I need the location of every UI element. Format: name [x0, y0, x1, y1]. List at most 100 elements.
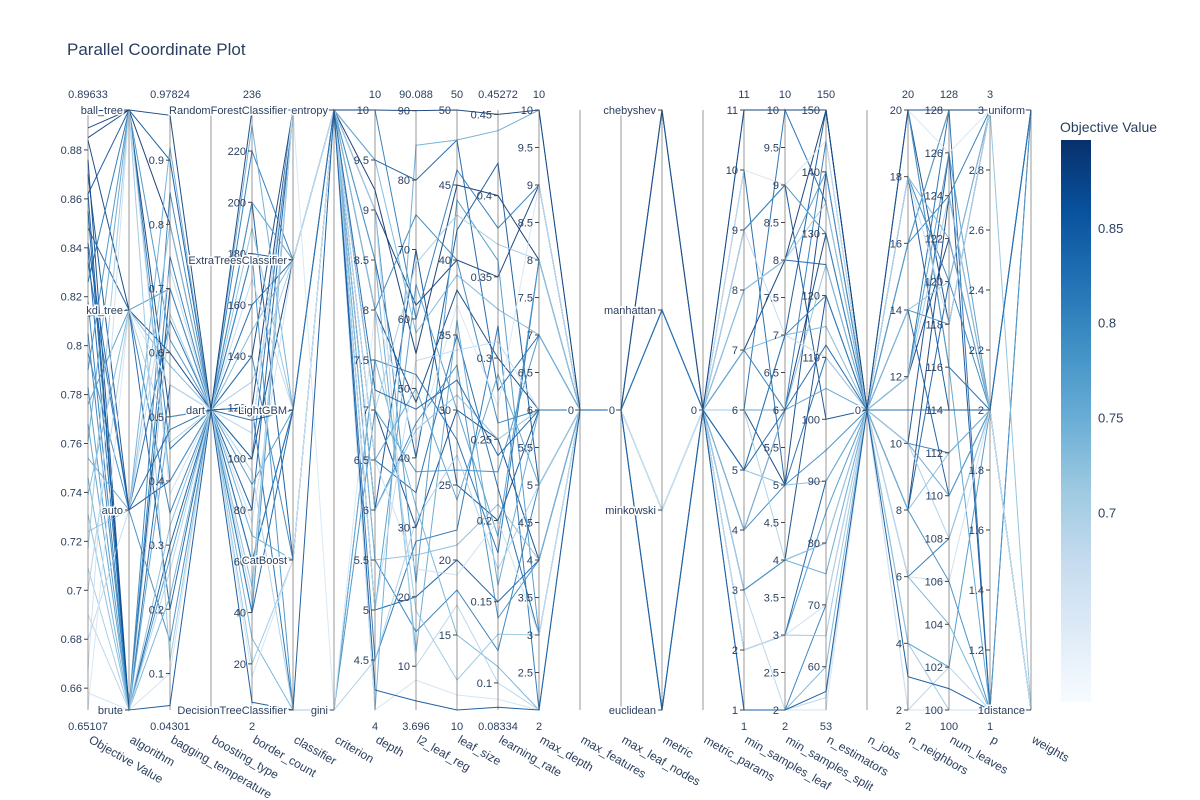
- tick-label: 5: [732, 465, 738, 477]
- tick-label: 50: [398, 383, 410, 395]
- tick-label: 10: [726, 165, 738, 177]
- tick-label: 2.5: [518, 668, 533, 680]
- tick-label: 100: [228, 454, 246, 466]
- tick-label: 150: [802, 105, 820, 117]
- colorbar-tick-label: 0.7: [1098, 505, 1116, 520]
- tick-label: 9: [527, 180, 533, 192]
- axis-min-label: 10: [451, 721, 463, 733]
- tick-label: 110: [802, 352, 820, 364]
- tick-label: 35: [439, 330, 451, 342]
- chart-title: Parallel Coordinate Plot: [67, 40, 246, 59]
- tick-label: 130: [802, 229, 820, 241]
- tick-label: 0.66: [61, 683, 82, 695]
- tick-label: 2.8: [969, 165, 984, 177]
- tick-label: 1: [732, 705, 738, 717]
- tick-label: 9: [363, 205, 369, 217]
- tick-label: 1: [978, 705, 984, 717]
- tick-label: 0.25: [471, 434, 492, 446]
- tick-label: 8: [732, 285, 738, 297]
- axis-max-label: 236: [243, 89, 261, 101]
- tick-label: 12: [890, 372, 902, 384]
- tick-label: 6: [732, 405, 738, 417]
- tick-label: 20: [398, 592, 410, 604]
- axis-min-label: 2: [905, 721, 911, 733]
- category-label: distance: [984, 705, 1025, 717]
- trial-line: [87, 109, 1031, 411]
- axis-max-label: 90.088: [399, 89, 433, 101]
- tick-label: 116: [925, 362, 943, 374]
- dimension-label: criterion: [333, 732, 377, 765]
- tick-label: 90: [398, 106, 410, 118]
- tick-label: 0.3: [149, 540, 164, 552]
- tick-label: 10: [767, 105, 779, 117]
- tick-label: 8: [363, 305, 369, 317]
- colorbar-title: Objective Value: [1060, 119, 1157, 135]
- tick-label: 0.84: [61, 243, 82, 255]
- tick-label: 7: [773, 330, 779, 342]
- tick-label: 8.5: [518, 218, 533, 230]
- tick-label: 2: [773, 705, 779, 717]
- tick-label: 0.9: [149, 155, 164, 167]
- tick-label: 4.5: [354, 655, 369, 667]
- tick-label: 18: [890, 172, 902, 184]
- axis-min-label: 2: [536, 721, 542, 733]
- tick-label: 80: [234, 505, 246, 517]
- tick-label: 0.6: [149, 348, 164, 360]
- axis-min-label: 0.04301: [150, 721, 190, 733]
- tick-label: 9.5: [518, 143, 533, 155]
- tick-label: 0.2: [149, 604, 164, 616]
- tick-label: 4: [732, 525, 738, 537]
- tick-label: 10: [398, 661, 410, 673]
- tick-label: 120: [802, 291, 820, 303]
- tick-label: 8.5: [354, 255, 369, 267]
- axis-min-label: 1: [987, 721, 993, 733]
- tick-label: 3: [773, 630, 779, 642]
- dimension-label: metric_params: [702, 732, 778, 784]
- tick-label: 124: [925, 191, 943, 203]
- axis-max-label: 10: [779, 89, 791, 101]
- tick-label: 126: [925, 148, 943, 160]
- tick-label: 140: [802, 167, 820, 179]
- tick-label: 100: [925, 705, 943, 717]
- tick-label: 3: [527, 630, 533, 642]
- colorbar-gradient: [1061, 140, 1091, 702]
- axis-min-label: 0.65107: [68, 721, 108, 733]
- category-label: chebyshev: [603, 105, 656, 117]
- tick-label: 7: [732, 345, 738, 357]
- trial-line: [87, 109, 1032, 512]
- tick-label: 11: [727, 105, 738, 117]
- category-label: euclidean: [609, 705, 656, 717]
- tick-label: 112: [925, 448, 943, 460]
- tick-label: 140: [228, 351, 246, 363]
- category-label: RandomForestClassifier: [169, 105, 287, 117]
- tick-label: 10: [890, 438, 902, 450]
- tick-label: 7.5: [518, 293, 533, 305]
- trial-line: [87, 109, 1032, 711]
- category-label: 0: [691, 405, 697, 417]
- tick-label: 7: [527, 330, 533, 342]
- tick-label: 5.5: [764, 443, 779, 455]
- tick-label: 3: [732, 585, 738, 597]
- tick-label: 6: [363, 505, 369, 517]
- tick-label: 30: [439, 405, 451, 417]
- axis-max-label: 0.45272: [478, 89, 518, 101]
- tick-label: 2: [978, 405, 984, 417]
- tick-label: 122: [925, 234, 943, 246]
- tick-label: 120: [228, 402, 246, 414]
- category-label: kd_tree: [86, 305, 123, 317]
- tick-label: 0.2: [477, 516, 492, 528]
- axis-min-label: 100: [940, 721, 958, 733]
- colorbar-tick-label: 0.75: [1098, 411, 1123, 426]
- tick-label: 4.5: [518, 518, 533, 530]
- tick-label: 120: [925, 276, 943, 288]
- category-label: manhattan: [604, 305, 656, 317]
- tick-label: 0.7: [149, 284, 164, 296]
- tick-label: 2.2: [969, 345, 984, 357]
- tick-label: 5: [773, 480, 779, 492]
- tick-label: 1.6: [969, 525, 984, 537]
- tick-label: 0.74: [61, 487, 82, 499]
- tick-label: 25: [439, 480, 451, 492]
- axis-max-label: 10: [369, 89, 381, 101]
- tick-label: 0.15: [471, 597, 492, 609]
- trial-line: [87, 109, 1031, 711]
